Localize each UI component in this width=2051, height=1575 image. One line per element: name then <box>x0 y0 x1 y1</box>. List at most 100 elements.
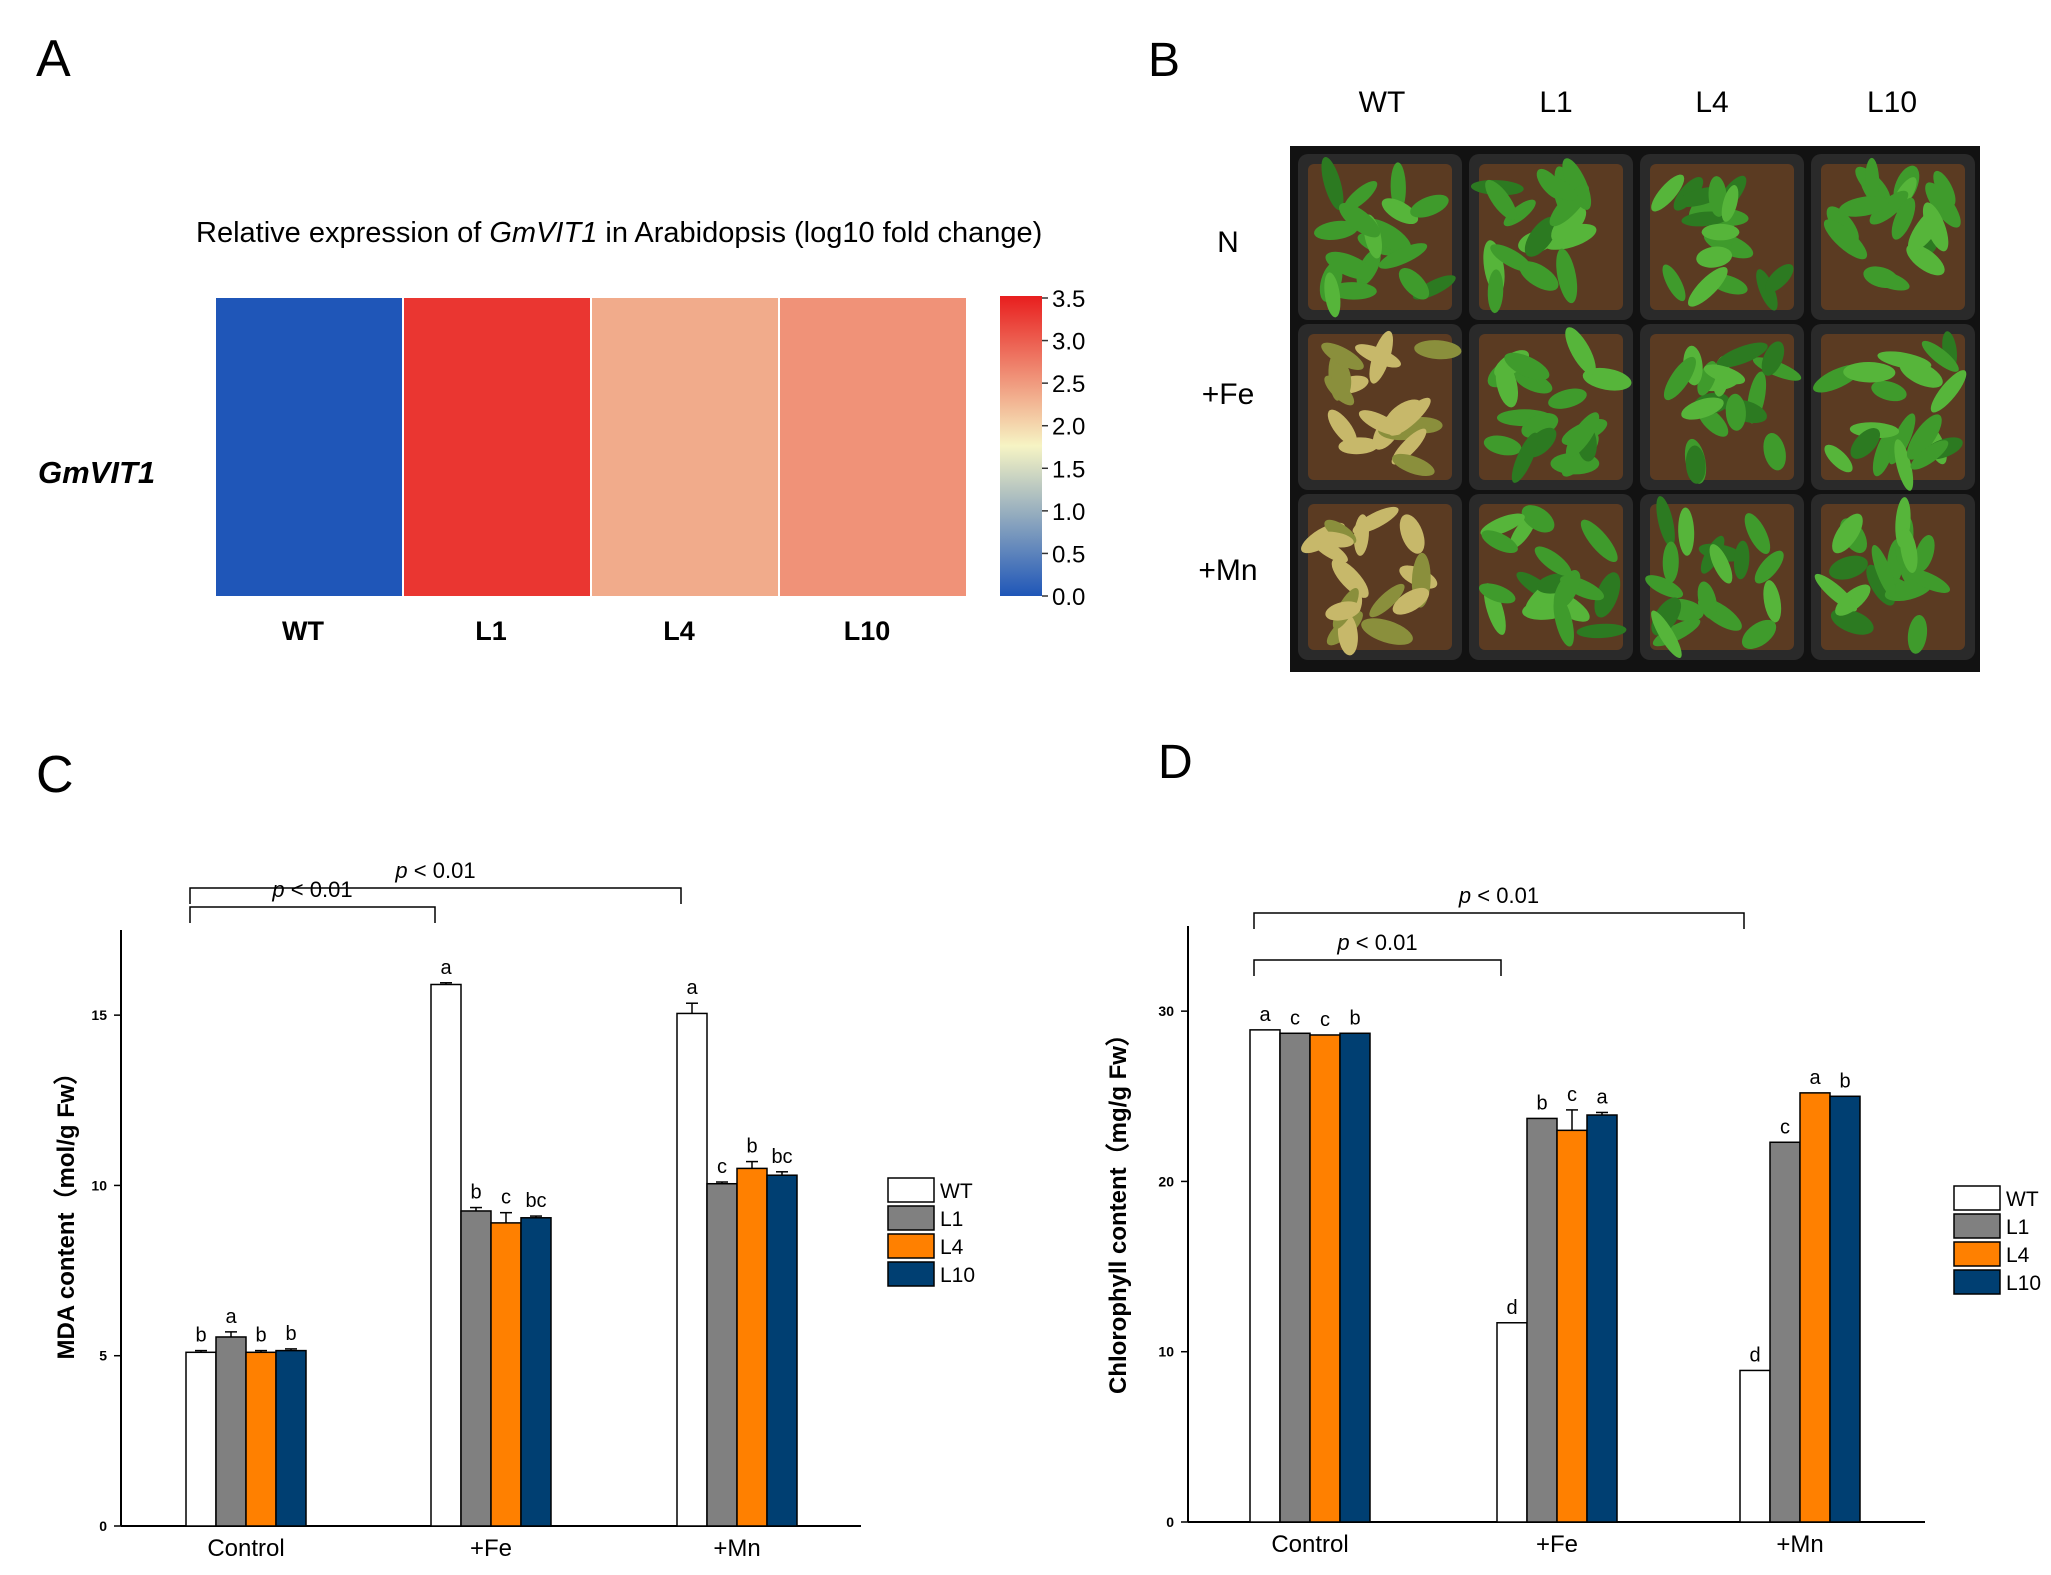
legend-swatch-l4 <box>887 1233 935 1259</box>
leaf <box>1343 180 1378 212</box>
leaf <box>1871 380 1907 402</box>
leaf <box>1331 558 1369 598</box>
leaf <box>1392 587 1430 615</box>
leaf <box>1763 433 1786 471</box>
bar-wt-fe <box>1496 1322 1528 1523</box>
leaf <box>1744 513 1771 554</box>
bar-l1-fe <box>460 1210 492 1527</box>
bar-l1-control <box>1279 1032 1311 1523</box>
leaf <box>1495 361 1519 408</box>
significance-bracket <box>1253 912 1745 929</box>
bar-l4-fe <box>490 1222 522 1527</box>
leaf <box>1832 513 1863 554</box>
colorbar-tick-label: 1.0 <box>1052 499 1085 526</box>
legend-label: L1 <box>940 1208 963 1231</box>
leaf <box>1410 194 1449 218</box>
x-tick-label: +Mn <box>713 1535 760 1562</box>
leaf <box>1339 202 1381 238</box>
leaf <box>1703 364 1746 385</box>
y-axis-label: MDA content（mol/g Fw） <box>53 1060 80 1359</box>
plant-pot <box>1640 494 1804 660</box>
leaf <box>1721 185 1739 222</box>
bar-l1-mn <box>1769 1141 1801 1523</box>
leaf <box>1850 428 1881 459</box>
leaf <box>1925 182 1961 228</box>
legend-label: L4 <box>940 1236 964 1259</box>
leaf <box>1763 580 1782 623</box>
leaf <box>1329 282 1377 300</box>
significance-letter: c <box>1290 1007 1300 1029</box>
chlorophyll-bar-chart: 0 10 20 30 Chlorophyll content（mg/g Fw） Contr… <box>1105 883 2041 1558</box>
significance-letter: a <box>686 977 698 999</box>
leaf <box>1906 244 1945 276</box>
leaf <box>1481 530 1518 554</box>
leaf <box>1338 437 1379 455</box>
leaf <box>1582 367 1632 391</box>
leaf <box>1594 572 1621 618</box>
bar-l4-mn <box>736 1167 768 1527</box>
plant-photo: WT L1 L4 L10 N +Fe +Mn <box>1198 86 1980 672</box>
significance-letter: a <box>1259 1004 1271 1026</box>
leaf <box>1645 575 1684 598</box>
significance-bracket <box>189 887 682 904</box>
leaf <box>1504 352 1550 381</box>
photo-col-label: L10 <box>1867 86 1917 119</box>
legend-swatch-wt <box>1953 1185 2001 1211</box>
heatmap-cell-l4 <box>592 298 778 596</box>
y-tick-label: 30 <box>1158 1003 1174 1019</box>
leaf <box>1565 412 1600 458</box>
colorbar-tick-label: 3.5 <box>1052 286 1085 313</box>
leaf <box>1311 537 1348 563</box>
y-tick-label: 15 <box>91 1007 107 1023</box>
leaf <box>1548 388 1587 409</box>
leaf <box>1483 435 1522 456</box>
plant-pot <box>1298 494 1462 660</box>
bar-l4-mn <box>1799 1092 1831 1523</box>
significance-letter: c <box>1780 1116 1790 1138</box>
leaf <box>1553 570 1581 610</box>
significance-letter: b <box>470 1182 481 1204</box>
leaf <box>1381 198 1419 225</box>
heatmap-col-label: WT <box>282 616 324 646</box>
photo-row-label: +Mn <box>1198 554 1257 587</box>
plant-pot <box>1469 494 1633 660</box>
x-tick-label: Control <box>1271 1531 1348 1558</box>
significance-letter: d <box>1506 1297 1517 1319</box>
leaf <box>1871 545 1896 598</box>
leaf <box>1324 272 1341 318</box>
significance-letter: b <box>285 1323 296 1345</box>
bar-l1-mn <box>706 1182 738 1527</box>
colorbar-tick-label: 1.5 <box>1052 456 1085 483</box>
leaf <box>1511 432 1539 483</box>
bar-wt-mn <box>676 1012 708 1527</box>
heatmap-cell-wt <box>216 298 402 596</box>
leaf <box>1716 342 1768 368</box>
leaf <box>1651 610 1682 658</box>
significance-letter: a <box>1596 1086 1608 1108</box>
leaf <box>1353 514 1369 556</box>
plant-pot <box>1298 324 1462 490</box>
leaf <box>1556 248 1578 304</box>
leaf <box>1487 269 1504 314</box>
plant-pot <box>1640 324 1804 490</box>
leaf <box>1331 361 1352 400</box>
leaf <box>1701 223 1740 241</box>
plant-pot <box>1469 324 1633 490</box>
significance-letter: c <box>717 1156 727 1178</box>
plant-pot <box>1811 324 1975 491</box>
leaf <box>1906 414 1942 460</box>
bar-l10-control <box>1339 1032 1371 1523</box>
colorbar-tick-label: 2.5 <box>1052 371 1085 398</box>
leaf <box>1315 531 1354 548</box>
leaf <box>1524 216 1558 257</box>
significance-letter: bc <box>771 1146 792 1168</box>
leaf <box>1877 351 1932 370</box>
heatmap-panel: Relative expression of GmVIT1 in Arabido… <box>38 217 1085 646</box>
heatmap-col-label: L10 <box>844 616 891 646</box>
legend-label: L10 <box>2006 1272 2041 1295</box>
colorbar-tick-label: 0.0 <box>1052 584 1085 611</box>
panel-label-b: B <box>1148 34 1180 87</box>
significance-letter: a <box>1809 1067 1821 1089</box>
